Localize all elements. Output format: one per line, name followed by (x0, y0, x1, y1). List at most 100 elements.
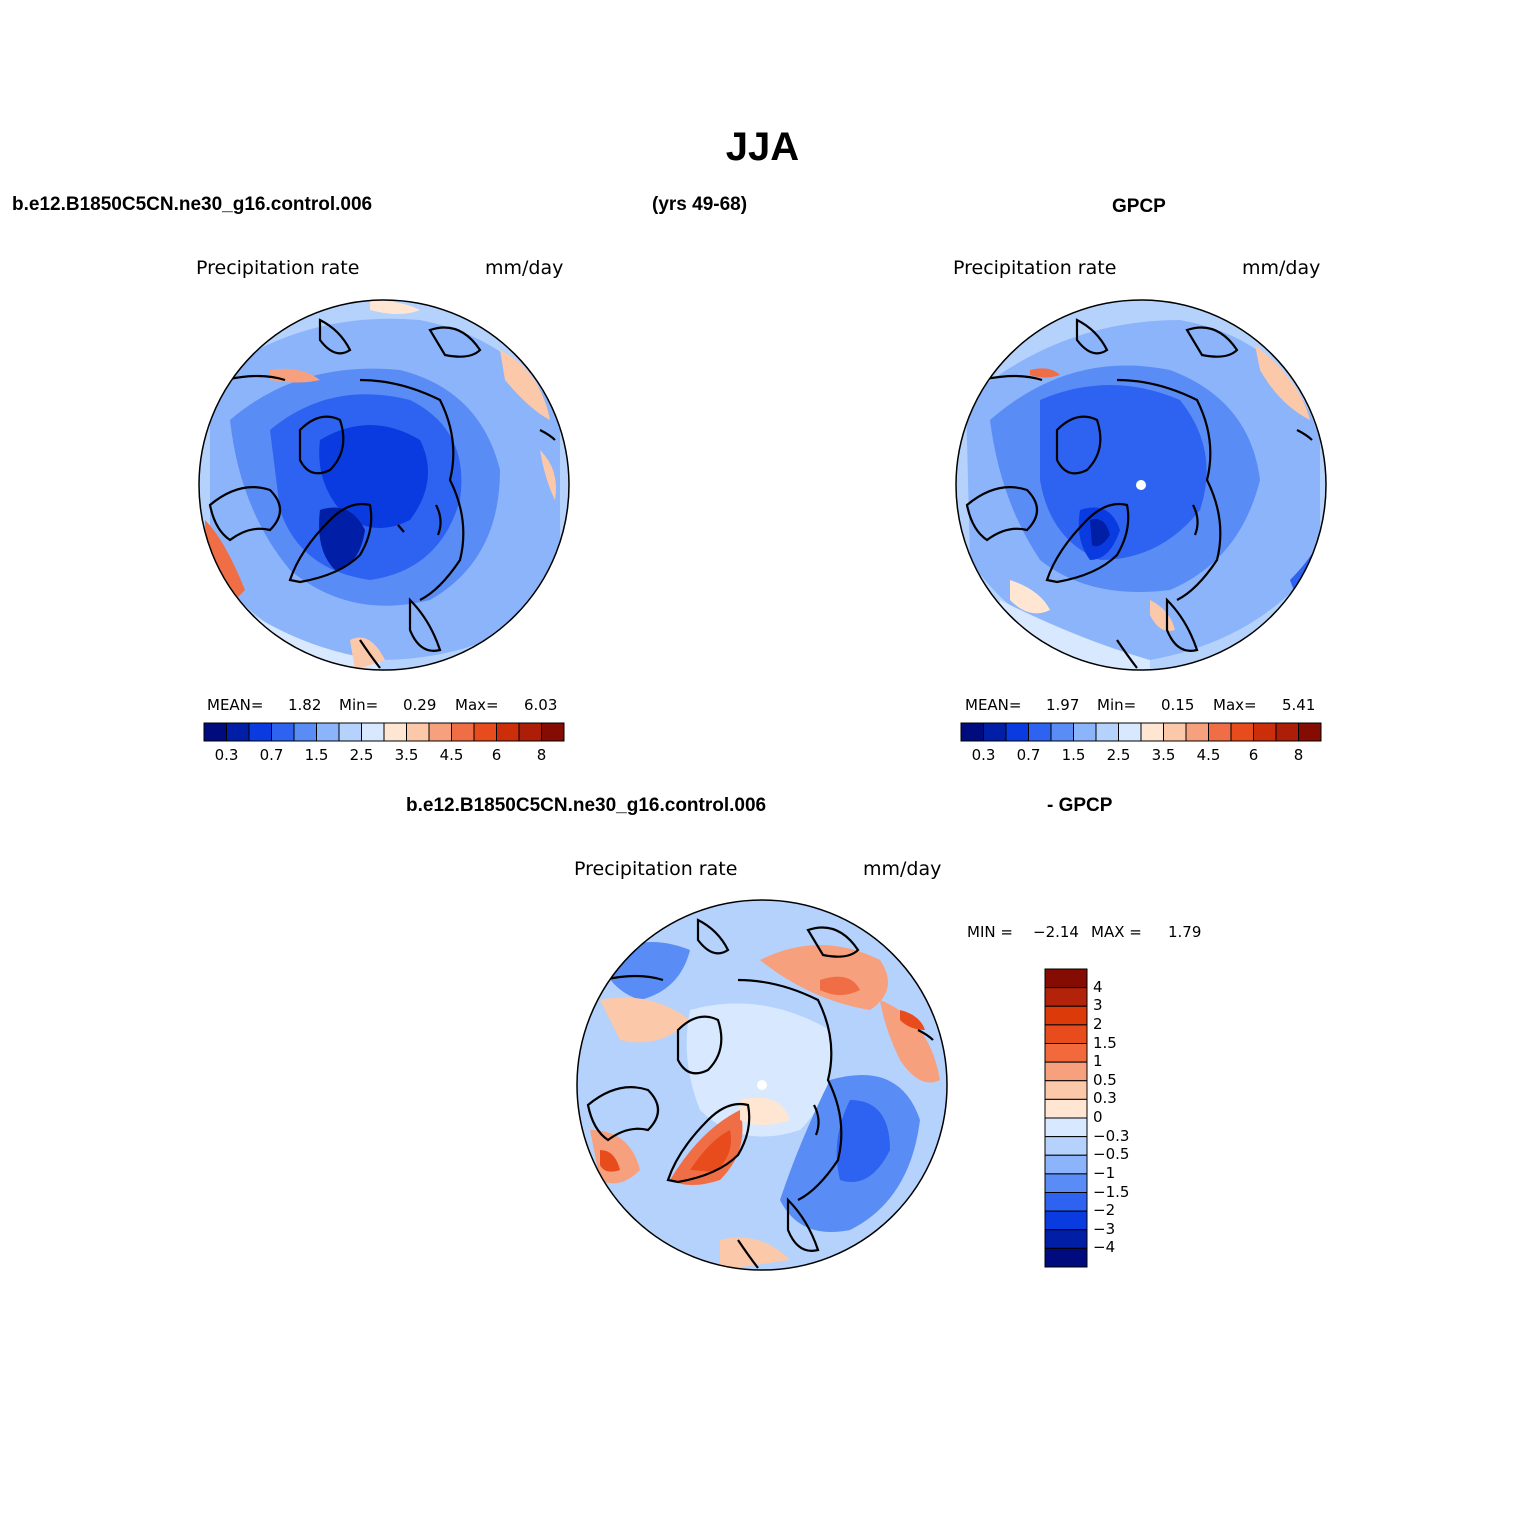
obs-colorbar-box (1005, 722, 1029, 742)
model-colorbar-box (361, 722, 385, 742)
model-map (198, 299, 570, 671)
diff-case-label: b.e12.B1850C5CN.ne30_g16.control.006 (406, 795, 767, 816)
diff-colorbar-tick-label: −2 (1093, 1201, 1116, 1220)
obs-min-value: 0.15 (1161, 696, 1195, 714)
model-units-label: mm/day (485, 257, 564, 279)
model-min-value: 0.29 (403, 696, 437, 714)
diff-colorbar-box (1044, 1043, 1088, 1063)
diff-colorbar-tick-label: −3 (1093, 1219, 1116, 1238)
diff-colorbar-tick-label: 1 (1093, 1052, 1103, 1071)
obs-units-label: mm/day (1242, 257, 1321, 279)
obs-coastlines (965, 318, 1313, 669)
diff-colorbar-box (1044, 1192, 1088, 1212)
obs-colorbar-box (1298, 722, 1322, 742)
model-colorbar-box (203, 722, 227, 742)
diff-colorbar-tick-label: −1 (1093, 1163, 1116, 1182)
diff-max-value: 1.79 (1168, 923, 1202, 941)
diff-colorbar-box (1044, 1080, 1088, 1100)
diff-map-border (576, 899, 948, 1271)
obs-colorbar-box (1163, 722, 1187, 742)
model-colorbar-box (451, 722, 475, 742)
model-max-value: 6.03 (524, 696, 558, 714)
diff-colorbar-tick-label: −4 (1093, 1238, 1116, 1257)
model-colorbar-box (316, 722, 340, 742)
diff-colorbar-tick-label: −0.5 (1093, 1145, 1130, 1164)
diff-min-value: −2.14 (1033, 923, 1079, 941)
diff-units-label: mm/day (863, 858, 942, 880)
model-colorbar-box (518, 722, 542, 742)
model-colorbar-box (338, 722, 362, 742)
model-colorbar-box (406, 722, 430, 742)
obs-variable-label: Precipitation rate (953, 257, 1117, 279)
obs-colorbar-tick-label: 1.5 (1061, 746, 1086, 764)
diff-map (576, 899, 948, 1271)
obs-colorbar-box (960, 722, 984, 742)
model-colorbar-tick-label: 6 (491, 746, 502, 764)
model-colorbar-box (293, 722, 317, 742)
obs-colorbar-box (1230, 722, 1254, 742)
obs-colorbar-tick-label: 4.5 (1196, 746, 1221, 764)
model-colorbar-tick-label: 4.5 (439, 746, 464, 764)
top-right-obs-label: GPCP (1112, 196, 1166, 217)
diff-colorbar-tick-label: 2 (1093, 1014, 1103, 1033)
diff-colorbar-tick-label: 0 (1093, 1108, 1103, 1126)
diff-colorbar-tick-label: 0.3 (1093, 1089, 1117, 1108)
obs-colorbar-box (1028, 722, 1052, 742)
model-colorbar-box (383, 722, 407, 742)
obs-max-value: 5.41 (1282, 696, 1316, 714)
model-map-border (198, 299, 570, 671)
model-colorbar-tick-label: 2.5 (349, 746, 374, 764)
diff-pole-hole (757, 1080, 767, 1090)
obs-colorbar-tick-label: 3.5 (1151, 746, 1176, 764)
figure-title: JJA (725, 125, 800, 169)
diff-colorbar-box (1044, 1229, 1088, 1249)
diff-colorbar-tick-label: 1.5 (1093, 1033, 1117, 1052)
diff-colorbar-box (1044, 968, 1088, 989)
obs-colorbar-box (1253, 722, 1277, 742)
obs-colorbar-tick-label: 8 (1293, 746, 1304, 764)
model-colorbar-box (428, 722, 452, 742)
obs-colorbar-tick-label: 2.5 (1106, 746, 1131, 764)
diff-colorbar-box (1044, 1061, 1088, 1082)
obs-min-label: Min= (1097, 696, 1137, 714)
model-colorbar-box (226, 722, 250, 742)
diff-coastlines (586, 918, 934, 1269)
model-colorbar-tick-label: 1.5 (304, 746, 329, 764)
diff-colorbar-box (1044, 1117, 1088, 1138)
obs-colorbar-box (1095, 722, 1119, 742)
model-mean-label: MEAN= (207, 696, 264, 714)
obs-colorbar-box (1140, 722, 1164, 742)
years-label: (yrs 49-68) (652, 194, 748, 215)
top-left-case-label: b.e12.B1850C5CN.ne30_g16.control.006 (12, 194, 373, 215)
obs-colorbar-box (1118, 722, 1142, 742)
model-min-label: Min= (339, 696, 379, 714)
model-colorbar-tick-label: 3.5 (394, 746, 419, 764)
obs-colorbar-box (1208, 722, 1232, 742)
diff-variable-label: Precipitation rate (574, 858, 738, 880)
obs-mean-value: 1.97 (1046, 696, 1080, 714)
model-colorbar-tick-label: 0.3 (214, 746, 239, 764)
obs-colorbar-box (1185, 722, 1209, 742)
obs-max-label: Max= (1213, 696, 1257, 714)
model-colorbar-box (271, 722, 295, 742)
diff-min-label: MIN = (967, 923, 1013, 941)
model-coastlines (208, 318, 556, 669)
diff-colorbar-box (1044, 1136, 1088, 1156)
model-colorbar-box (473, 722, 497, 742)
diff-colorbar-box (1044, 1154, 1088, 1175)
diff-colorbar-box (1044, 987, 1088, 1007)
model-colorbar-box (248, 722, 272, 742)
obs-colorbar-box (1073, 722, 1097, 742)
diff-colorbar-tick-label: −1.5 (1093, 1182, 1130, 1201)
obs-colorbar-tick-label: 6 (1248, 746, 1259, 764)
obs-colorbar-tick-label: 0.7 (1016, 746, 1041, 764)
diff-colorbar-box (1044, 1024, 1088, 1044)
diff-colorbar-tick-label: 0.5 (1093, 1070, 1117, 1089)
obs-pole-hole (1136, 480, 1146, 490)
diff-max-label: MAX = (1091, 923, 1142, 941)
obs-colorbar (960, 722, 1322, 742)
model-colorbar (203, 722, 565, 742)
obs-colorbar-box (983, 722, 1007, 742)
model-colorbar-tick-label: 8 (536, 746, 547, 764)
